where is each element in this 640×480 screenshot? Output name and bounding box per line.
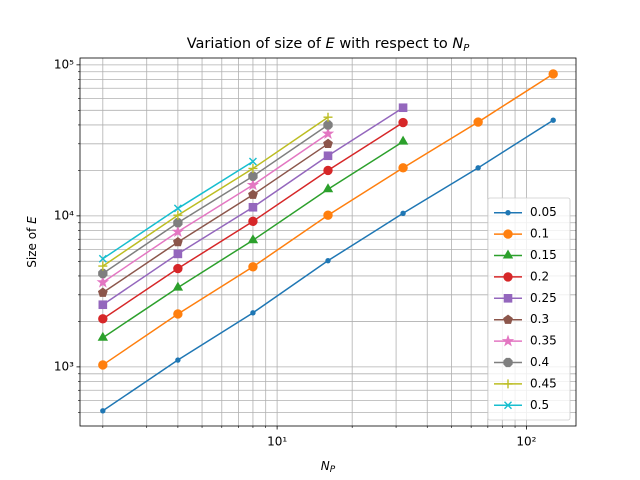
marker	[98, 261, 108, 271]
marker	[98, 268, 108, 279]
marker	[173, 218, 183, 228]
marker	[397, 135, 409, 145]
marker	[97, 287, 108, 297]
marker	[503, 229, 513, 239]
y-tick-label: 10³	[54, 359, 74, 373]
marker	[248, 216, 258, 227]
plot	[96, 69, 558, 414]
marker	[98, 254, 107, 263]
marker	[505, 210, 511, 216]
marker	[473, 117, 483, 127]
marker	[550, 117, 556, 123]
marker	[322, 183, 334, 193]
marker	[248, 262, 258, 272]
marker	[172, 281, 184, 291]
x-tick-label: 10¹	[267, 435, 287, 449]
legend-box	[487, 197, 571, 421]
series-line	[102, 143, 329, 294]
x-tick-label: 10²	[516, 435, 536, 449]
marker	[173, 263, 183, 274]
marker	[398, 163, 408, 173]
marker	[248, 171, 258, 181]
series-line	[102, 133, 329, 283]
marker	[503, 379, 513, 389]
marker	[248, 202, 258, 212]
x-label-text: N	[321, 459, 330, 473]
marker	[503, 272, 513, 282]
marker	[398, 117, 408, 128]
marker	[501, 334, 515, 347]
title-text: E	[326, 36, 336, 52]
title-text: Variation of size of	[187, 36, 326, 52]
x-label-subscript: P	[330, 465, 336, 475]
marker	[502, 249, 514, 259]
marker	[325, 257, 331, 264]
marker	[173, 210, 183, 220]
marker	[323, 210, 333, 220]
legend-label: 0.1	[530, 227, 549, 241]
marker	[503, 357, 513, 368]
y-tick-label: 10⁵	[54, 57, 74, 71]
marker	[97, 331, 109, 341]
marker	[247, 234, 259, 244]
marker	[248, 157, 257, 166]
series-line	[102, 116, 329, 267]
marker	[98, 314, 108, 324]
legend-label: 0.05	[530, 205, 557, 219]
legend-label: 0.45	[530, 376, 557, 390]
marker	[173, 237, 183, 247]
marker	[321, 127, 335, 139]
marker	[98, 300, 108, 310]
marker	[323, 112, 333, 122]
marker	[323, 151, 333, 161]
title-text: N	[452, 36, 463, 52]
marker	[171, 225, 185, 238]
marker	[173, 204, 182, 213]
y-label-text: E	[25, 216, 39, 224]
legend-label: 0.35	[530, 334, 557, 348]
marker	[323, 138, 333, 148]
marker	[504, 401, 512, 410]
legend: 0.05 0.1 0.15 0.2 0.25 0.3 0.35 0.4 0.45 0.5	[487, 197, 571, 421]
marker	[246, 178, 260, 191]
axes-frame	[79, 57, 577, 427]
marker	[100, 408, 106, 414]
marker	[98, 360, 108, 370]
y-axis-label: Size of E	[25, 216, 39, 268]
marker	[96, 275, 110, 288]
chart-title: Variation of size of E with respect to N…	[187, 36, 471, 54]
title-text: with respect to	[335, 36, 453, 52]
legend-label: 0.4	[530, 355, 549, 369]
marker	[475, 165, 481, 171]
marker	[503, 294, 513, 303]
marker	[250, 310, 256, 316]
y-tick-label: 10⁴	[54, 208, 74, 222]
legend-label: 0.3	[530, 312, 549, 326]
marker	[548, 69, 558, 79]
y-label-text: Size of	[25, 224, 39, 268]
marker	[323, 120, 333, 130]
legend-label: 0.25	[530, 291, 557, 305]
title-subscript: P	[463, 43, 470, 54]
legend-label: 0.5	[530, 398, 549, 412]
marker	[400, 210, 406, 216]
marker	[398, 103, 408, 113]
marker	[248, 163, 258, 173]
x-axis-label: NP	[321, 459, 336, 475]
legend-label: 0.2	[530, 269, 549, 283]
marker	[173, 249, 183, 259]
legend-label: 0.15	[530, 248, 557, 262]
marker	[503, 314, 513, 324]
series-line	[102, 124, 329, 275]
marker	[248, 189, 258, 199]
marker	[323, 165, 333, 176]
marker	[175, 357, 181, 363]
marker	[173, 309, 183, 319]
